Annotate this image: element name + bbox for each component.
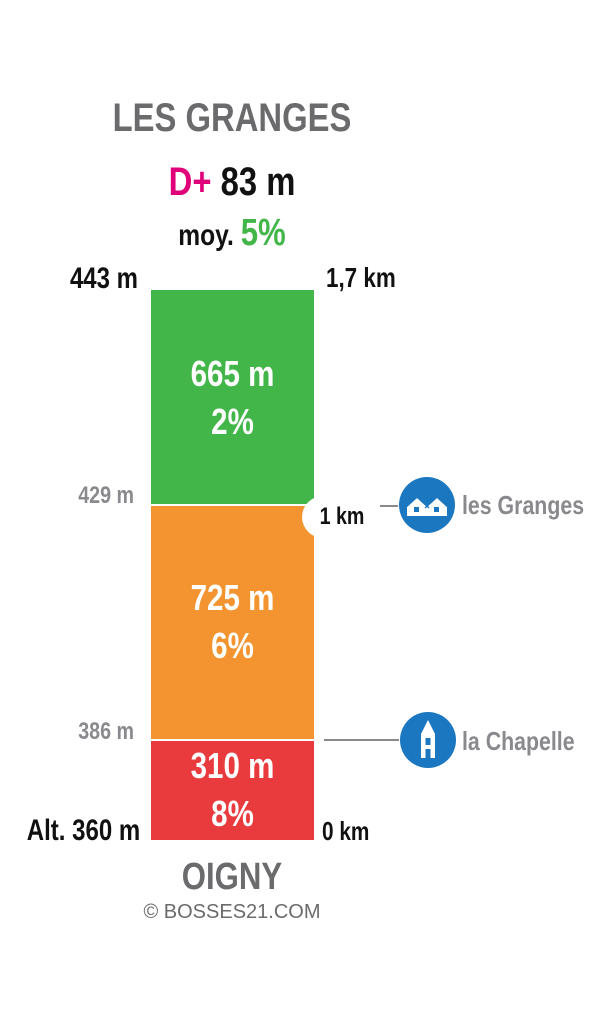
poi-label-chapelle: la Chapelle <box>462 726 575 756</box>
elevation-gain: D+ 83 m <box>42 160 422 205</box>
average-grade-label: moy. <box>178 219 234 252</box>
segment-grade-2: 2% <box>211 400 254 442</box>
poi-label-granges: les Granges <box>462 490 585 520</box>
poi-leader-line-chapelle <box>324 739 399 741</box>
gradient-segment-0: 310 m 8% <box>151 739 314 840</box>
gradient-segment-2: 665 m 2% <box>151 290 314 506</box>
segment-length-2: 665 m <box>190 352 275 394</box>
altitude-top: 443 m <box>69 262 138 295</box>
average-grade-value: 5% <box>240 212 286 254</box>
elevation-gain-value: 83 m <box>220 160 296 204</box>
altitude-l1: 386 m <box>78 718 134 745</box>
poi-leader-line-granges <box>380 505 398 507</box>
altitude-l2: 429 m <box>78 482 134 509</box>
chart-title: LES GRANGES <box>112 96 352 140</box>
copyright: © BOSSES21.COM <box>143 901 321 923</box>
segment-grade-1: 6% <box>211 625 254 667</box>
altitude-bottom: Alt. 360 m <box>26 814 141 847</box>
segment-length-0: 310 m <box>190 744 275 786</box>
segment-divider-2 <box>151 504 314 507</box>
segment-divider-1 <box>151 738 314 741</box>
distance-start: 0 km <box>322 816 370 846</box>
segment-grade-0: 8% <box>211 792 254 834</box>
distance-mid: 1 km <box>319 503 365 530</box>
average-grade: moy. 5% <box>42 212 422 255</box>
distance-mid-bubble: 1 km <box>302 496 382 538</box>
elevation-gain-label: D+ <box>168 160 212 204</box>
distance-end: 1,7 km <box>326 262 396 293</box>
chapel-icon <box>400 712 456 768</box>
segment-length-1: 725 m <box>190 577 275 619</box>
houses-icon <box>399 477 455 533</box>
start-location: OIGNY <box>181 856 283 898</box>
gradient-segment-1: 725 m 6% <box>151 505 314 740</box>
